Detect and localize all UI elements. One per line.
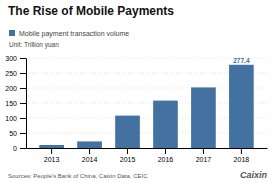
x-axis-line bbox=[27, 148, 268, 149]
credit: Caixin bbox=[240, 170, 268, 180]
x-tick-mark bbox=[127, 148, 128, 154]
y-tick-label: 300 bbox=[5, 55, 17, 62]
subtitle: Mobile payment transaction volume bbox=[19, 30, 129, 38]
x-axis: 2013 2014 2015 2016 2017 2018 bbox=[27, 148, 268, 163]
x-tick: 2016 bbox=[158, 148, 174, 163]
chart: The Rise of Mobile Payments Mobile paymen… bbox=[0, 0, 275, 183]
x-tick-mark bbox=[241, 148, 242, 154]
y-label: Unit: Trillion yuan bbox=[9, 41, 59, 49]
y-tick-label: 100 bbox=[5, 115, 17, 122]
x-tick: 2014 bbox=[82, 148, 98, 163]
x-tick: 2017 bbox=[196, 148, 212, 163]
plot: 0501001502002503002013201420152016201720… bbox=[5, 55, 267, 163]
x-tick-label: 2015 bbox=[120, 156, 136, 163]
bar bbox=[191, 87, 216, 148]
y-tick-label: 200 bbox=[5, 85, 17, 92]
y-axis-line bbox=[26, 59, 27, 149]
x-tick-label: 2018 bbox=[234, 156, 250, 163]
y-tick: 50 bbox=[9, 130, 26, 137]
bar bbox=[153, 101, 178, 148]
y-tick-label: 150 bbox=[5, 100, 17, 107]
y-tick-mark bbox=[20, 73, 26, 74]
grid bbox=[26, 58, 267, 148]
title: The Rise of Mobile Payments bbox=[8, 4, 174, 18]
y-axis: 0 50 100 150 200 250 300 bbox=[5, 55, 26, 152]
x-tick-mark bbox=[203, 148, 204, 154]
bar bbox=[77, 141, 102, 148]
y-tick-label: 250 bbox=[5, 70, 17, 77]
y-tick-mark bbox=[20, 103, 26, 104]
bar bbox=[229, 65, 254, 148]
source: Sources: People's Bank of China, Caixin … bbox=[8, 173, 148, 179]
bar bbox=[39, 145, 64, 148]
legend-swatch bbox=[9, 30, 15, 36]
annotation: 277.4 bbox=[233, 57, 250, 64]
y-tick-mark bbox=[20, 118, 26, 119]
x-tick-mark bbox=[51, 148, 52, 154]
y-tick-mark bbox=[20, 148, 26, 149]
bars bbox=[39, 65, 253, 148]
x-tick-mark bbox=[89, 148, 90, 154]
y-tick: 200 bbox=[5, 85, 26, 92]
y-tick-label: 0 bbox=[13, 145, 17, 152]
y-tick-label: 50 bbox=[9, 130, 17, 137]
x-tick-label: 2014 bbox=[82, 156, 98, 163]
y-tick: 300 bbox=[5, 55, 26, 62]
x-tick-label: 2013 bbox=[44, 156, 60, 163]
y-tick: 100 bbox=[5, 115, 26, 122]
bar bbox=[115, 116, 140, 148]
y-tick-mark bbox=[20, 133, 26, 134]
x-tick: 2015 bbox=[120, 148, 136, 163]
y-tick: 250 bbox=[5, 70, 26, 77]
y-tick: 0 bbox=[13, 145, 26, 152]
y-tick: 150 bbox=[5, 100, 26, 107]
x-tick-label: 2017 bbox=[196, 156, 212, 163]
x-tick: 2013 bbox=[44, 148, 60, 163]
grid-line bbox=[26, 58, 267, 59]
y-tick-mark bbox=[20, 88, 26, 89]
x-tick: 2018 bbox=[234, 148, 250, 163]
x-tick-mark bbox=[165, 148, 166, 154]
x-tick-label: 2016 bbox=[158, 156, 174, 163]
y-tick-mark bbox=[20, 58, 26, 59]
